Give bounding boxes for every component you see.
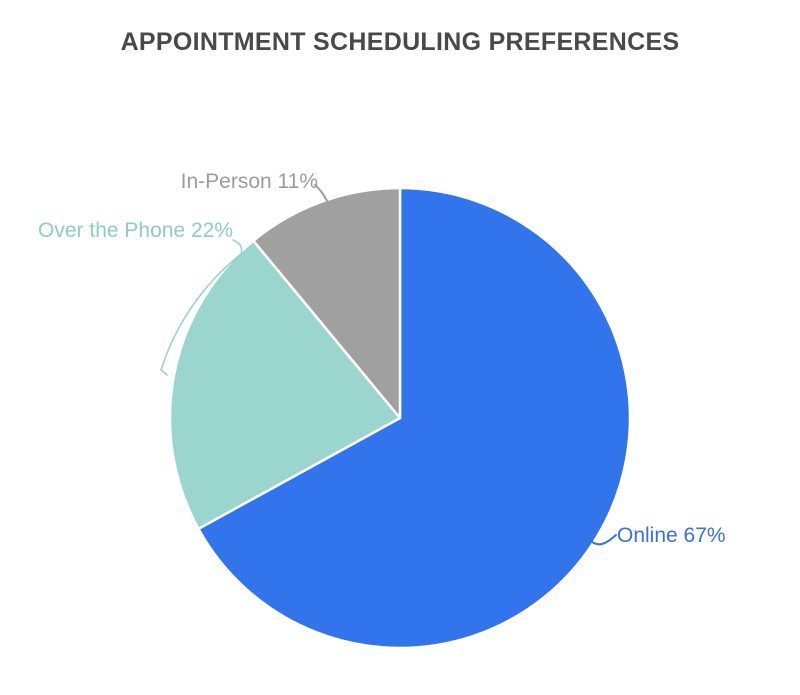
leader-line-online (590, 534, 617, 546)
pie-slice-in-person (252, 186, 402, 420)
slice-label-in-person: In-Person 11% (180, 170, 318, 193)
pie-slices-group (168, 186, 632, 650)
chart-title: APPOINTMENT SCHEDULING PREFERENCES (120, 28, 680, 56)
leader-line-in-person (314, 184, 328, 202)
pie-slice-online (197, 186, 632, 650)
leader-line-over-the-phone (160, 239, 243, 376)
slice-label-online: Online 67% (617, 524, 726, 547)
slice-label-over-the-phone: Over the Phone 22% (38, 219, 233, 242)
